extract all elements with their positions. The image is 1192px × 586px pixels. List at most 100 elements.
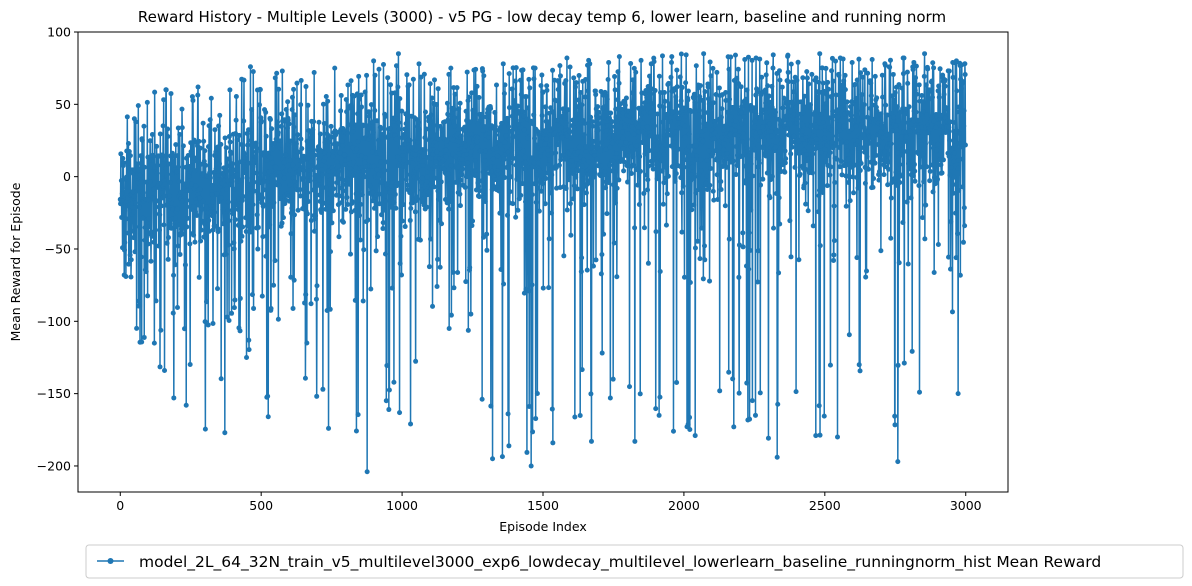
data-point <box>779 84 785 90</box>
data-point <box>532 181 538 187</box>
data-point <box>755 248 761 254</box>
data-point <box>814 136 820 142</box>
x-tick-label: 500 <box>249 498 273 513</box>
data-point <box>876 177 882 183</box>
data-point <box>663 142 669 148</box>
data-point <box>864 154 870 160</box>
data-point <box>649 101 655 107</box>
data-point <box>830 108 836 114</box>
data-point <box>548 210 554 216</box>
data-point <box>289 198 295 204</box>
data-point <box>788 151 794 157</box>
data-point <box>307 167 313 173</box>
data-point <box>744 87 750 93</box>
data-point <box>328 123 334 129</box>
data-point <box>890 128 896 134</box>
data-point <box>805 208 811 214</box>
data-point <box>432 77 437 83</box>
data-point <box>956 104 962 110</box>
data-point <box>710 65 716 71</box>
data-point <box>952 138 958 144</box>
y-tick-label: 50 <box>55 97 71 112</box>
data-point <box>825 79 831 85</box>
data-point <box>628 61 634 67</box>
data-point <box>632 225 638 231</box>
data-point <box>499 146 505 152</box>
data-point <box>478 111 484 117</box>
data-point <box>311 70 317 75</box>
data-point <box>799 121 805 127</box>
data-point <box>191 232 197 238</box>
data-point <box>476 194 482 200</box>
data-point <box>672 178 678 184</box>
data-point <box>604 211 610 217</box>
data-point <box>393 63 399 69</box>
data-point <box>544 87 550 93</box>
data-point <box>429 95 435 101</box>
data-point <box>879 72 885 78</box>
data-point <box>492 110 498 116</box>
data-point <box>456 139 462 145</box>
data-point <box>710 151 716 157</box>
data-point <box>486 130 492 136</box>
data-point <box>486 109 492 115</box>
data-point <box>796 257 802 263</box>
data-point <box>832 179 838 185</box>
data-point <box>339 200 345 206</box>
data-point <box>641 110 647 116</box>
data-point <box>880 94 886 100</box>
data-point <box>915 124 921 130</box>
data-point <box>213 157 219 163</box>
data-point <box>277 196 283 202</box>
data-point <box>423 126 429 132</box>
data-point <box>316 177 322 183</box>
data-point <box>645 177 651 183</box>
data-point <box>512 78 518 84</box>
data-point <box>793 389 799 395</box>
data-point <box>246 337 252 343</box>
y-tick-label: −100 <box>37 314 71 329</box>
data-point <box>285 117 291 123</box>
data-point <box>532 65 538 71</box>
data-point <box>739 121 745 127</box>
data-point <box>409 145 415 151</box>
data-point <box>446 206 452 212</box>
data-point <box>773 144 779 150</box>
data-point <box>380 61 386 67</box>
data-point <box>761 119 767 125</box>
data-point <box>154 143 160 149</box>
data-point <box>336 234 342 240</box>
data-point <box>736 390 742 396</box>
data-point <box>699 225 705 231</box>
data-point <box>621 159 627 165</box>
data-point <box>293 141 299 147</box>
data-point <box>224 168 230 174</box>
data-point <box>707 278 713 284</box>
data-point <box>279 220 285 226</box>
data-point <box>721 127 727 133</box>
data-point <box>663 222 669 228</box>
data-point <box>899 85 905 91</box>
data-point <box>935 176 941 182</box>
data-point <box>278 142 284 148</box>
data-point <box>591 149 597 155</box>
data-point <box>164 240 170 246</box>
data-point <box>654 111 660 117</box>
data-point <box>628 144 634 150</box>
data-point <box>245 160 251 166</box>
data-point <box>703 180 709 186</box>
data-point <box>250 164 256 170</box>
data-point <box>749 57 755 63</box>
data-point <box>415 119 421 125</box>
data-point <box>664 191 670 197</box>
data-point <box>413 198 419 204</box>
data-point <box>350 172 356 178</box>
data-point <box>428 236 434 242</box>
data-point <box>553 150 559 156</box>
data-point <box>497 142 503 148</box>
data-point <box>679 229 685 235</box>
data-point <box>712 130 718 136</box>
data-point <box>858 70 864 76</box>
data-point <box>345 82 351 88</box>
data-point <box>374 167 380 173</box>
